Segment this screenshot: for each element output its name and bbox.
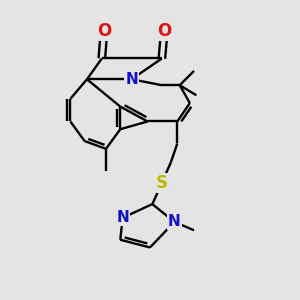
Text: O: O	[97, 22, 111, 40]
Text: S: S	[156, 174, 168, 192]
Text: O: O	[157, 22, 171, 40]
Text: N: N	[125, 72, 138, 87]
Text: N: N	[168, 214, 181, 230]
Text: N: N	[116, 210, 129, 225]
